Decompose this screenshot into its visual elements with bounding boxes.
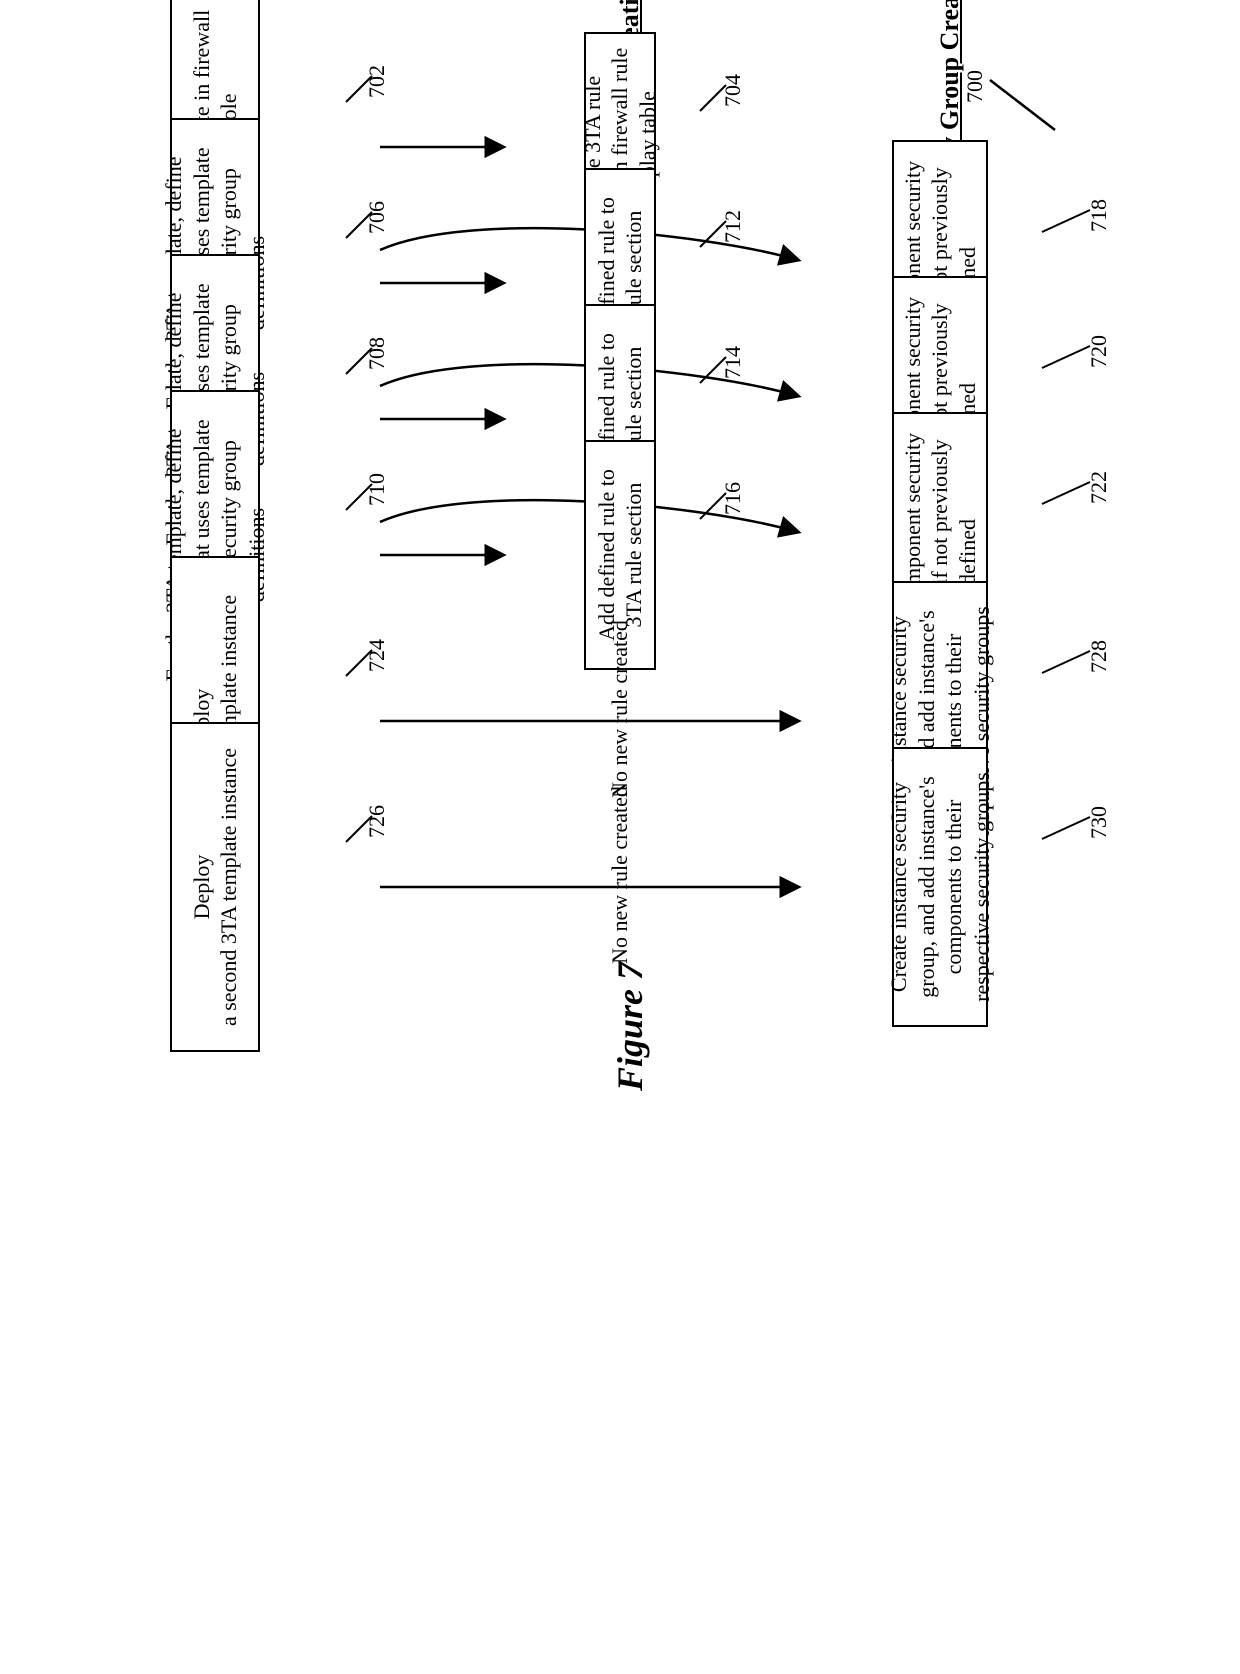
ref-700: 700 [962,43,988,103]
ref-726: 726 [364,788,390,838]
ref-702: 702 [364,48,390,98]
box-726: Deploy a second 3TA template instance [170,722,260,1052]
ref-728: 728 [1086,623,1112,673]
ref-714: 714 [720,329,746,379]
ref-720: 720 [1086,318,1112,368]
ref-712: 712 [720,193,746,243]
box-730: Create instance security group, and add … [892,747,988,1027]
ref-704: 704 [720,57,746,107]
ref-716: 716 [720,465,746,515]
ref-730: 730 [1086,789,1112,839]
ref-722: 722 [1086,454,1112,504]
ref-718: 718 [1086,182,1112,232]
figure-caption: Figure 7 [609,911,651,1091]
figure-7-page: User Action Rule Creation Security Group… [0,0,1240,1674]
ref-708: 708 [364,320,390,370]
ref-724: 724 [364,622,390,672]
ref-706: 706 [364,184,390,234]
ref-710: 710 [364,456,390,506]
